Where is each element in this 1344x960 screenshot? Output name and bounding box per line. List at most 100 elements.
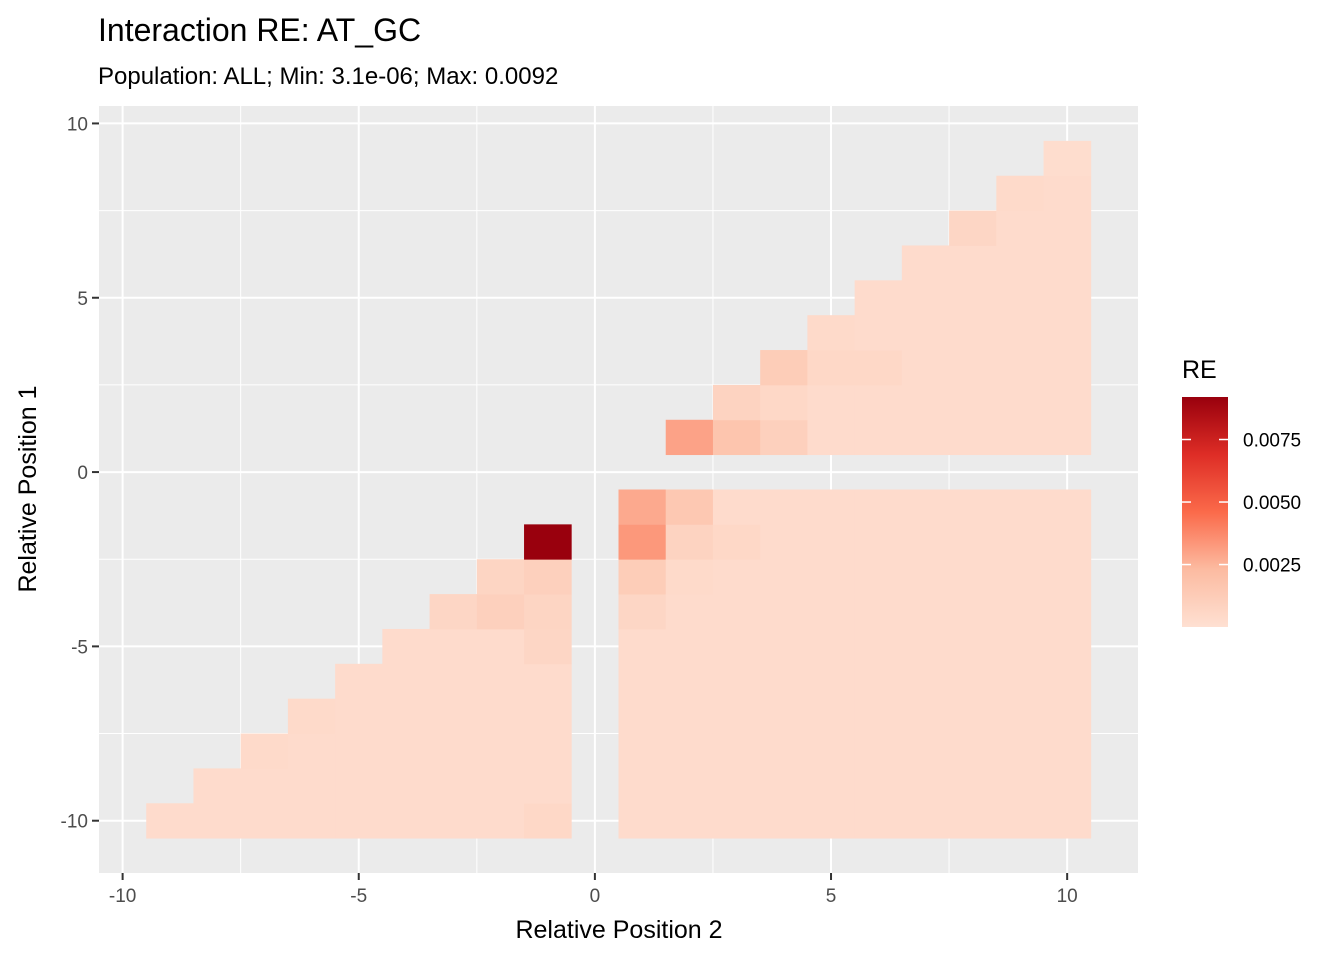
heatmap-cell: [712, 489, 761, 525]
heatmap-cell: [760, 350, 808, 386]
heatmap-cell: [901, 245, 950, 281]
heatmap-cell: [524, 594, 572, 630]
heatmap-cell: [665, 559, 714, 595]
heatmap-cell: [901, 559, 950, 595]
heatmap-cell: [1043, 559, 1092, 595]
heatmap-cell: [807, 419, 856, 456]
heatmap-cell: [854, 559, 903, 595]
heatmap-cell: [996, 315, 1044, 351]
heatmap-cell: [901, 524, 950, 560]
chart-subtitle: Population: ALL; Min: 3.1e-06; Max: 0.00…: [98, 63, 558, 90]
heatmap-cell: [335, 698, 383, 734]
heatmap-cell: [1043, 628, 1092, 665]
heatmap-cell: [429, 698, 478, 734]
heatmap-cell: [949, 559, 997, 595]
legend-ticks: 0.0025 0.0050 0.0075: [1182, 431, 1301, 577]
heatmap-cell: [901, 419, 950, 456]
heatmap-cell: [996, 559, 1044, 595]
heatmap-cell: [807, 350, 856, 386]
heatmap-cell: [1043, 280, 1092, 316]
x-tick-label: 0: [590, 886, 601, 907]
heatmap-cell: [287, 733, 336, 769]
heatmap-cell: [618, 768, 667, 804]
legend-colorbar: [1182, 397, 1228, 627]
heatmap-cell: [949, 245, 997, 281]
heatmap-cell: [712, 768, 761, 804]
heatmap-cell: [996, 524, 1044, 560]
heatmap-cell: [665, 419, 714, 456]
heatmap-cell: [854, 698, 903, 734]
heatmap-cell: [618, 524, 667, 560]
heatmap-cell: [901, 594, 950, 630]
heatmap-cell: [476, 559, 525, 595]
heatmap-cell: [712, 524, 761, 560]
heatmap-cell: [807, 384, 856, 421]
heatmap-cell: [949, 315, 997, 351]
heatmap-cell: [807, 803, 856, 839]
heatmap-cell: [618, 559, 667, 595]
heatmap-cell: [807, 698, 856, 734]
heatmap-cell: [949, 524, 997, 560]
heatmap-cell: [949, 733, 997, 769]
heatmap-cell: [429, 768, 478, 804]
heatmap-cell: [712, 663, 761, 700]
heatmap-cell: [854, 803, 903, 839]
heatmap-cell: [949, 384, 997, 421]
heatmap-cell: [618, 698, 667, 734]
x-tick-label: -5: [350, 886, 367, 907]
heatmap-cell: [618, 803, 667, 839]
heatmap-cell: [476, 663, 525, 700]
heatmap-cell: [996, 733, 1044, 769]
heatmap-cell: [618, 628, 667, 665]
heatmap-cell: [949, 210, 997, 246]
heatmap-cell: [760, 768, 808, 804]
heatmap-cell: [1043, 210, 1092, 246]
heatmap-cell: [901, 489, 950, 525]
heatmap-cell: [476, 594, 525, 630]
heatmap-cell: [807, 315, 856, 351]
heatmap-cell: [854, 663, 903, 700]
heatmap-cell: [807, 628, 856, 665]
heatmap-cell: [524, 628, 572, 665]
heatmap-cell: [949, 594, 997, 630]
x-tick-label: 5: [826, 886, 837, 907]
heatmap-cell: [1043, 315, 1092, 351]
heatmap-cell: [949, 803, 997, 839]
heatmap-cell: [807, 594, 856, 630]
chart-title: Interaction RE: AT_GC: [98, 12, 421, 48]
heatmap-cell: [901, 280, 950, 316]
heatmap-cell: [1043, 803, 1092, 839]
y-tick-label: 10: [67, 114, 88, 135]
heatmap-cell: [476, 698, 525, 734]
heatmap-cell: [1043, 698, 1092, 734]
heatmap-cell: [1043, 384, 1092, 421]
heatmap-cell: [382, 768, 430, 804]
heatmap-cell: [949, 663, 997, 700]
heatmap-cell: [382, 733, 430, 769]
heatmap-cell: [760, 419, 808, 456]
heatmap-cell: [854, 350, 903, 386]
heatmap-cell: [996, 594, 1044, 630]
heatmap-cell: [240, 733, 289, 769]
y-axis: -10 -5 0 5 10: [61, 114, 99, 833]
heatmap-cell: [240, 803, 289, 839]
heatmap-cell: [429, 628, 478, 665]
heatmap-cell: [146, 803, 194, 839]
x-axis-title: Relative Position 2: [515, 916, 722, 944]
heatmap-cell: [712, 559, 761, 595]
heatmap-cell: [335, 663, 383, 700]
heatmap-cell: [287, 698, 336, 734]
heatmap-cell: [854, 384, 903, 421]
heatmap-cell: [524, 768, 572, 804]
heatmap-cell: [665, 663, 714, 700]
heatmap-cell: [901, 663, 950, 700]
heatmap-cell: [712, 384, 761, 421]
heatmap-cell: [901, 768, 950, 804]
y-axis-title: Relative Position 1: [14, 385, 42, 592]
heatmap-cell: [807, 559, 856, 595]
heatmap-cell: [996, 768, 1044, 804]
heatmap-cell: [996, 350, 1044, 386]
heatmap-cell: [665, 628, 714, 665]
heatmap-cell: [949, 350, 997, 386]
heatmap-cell: [949, 698, 997, 734]
